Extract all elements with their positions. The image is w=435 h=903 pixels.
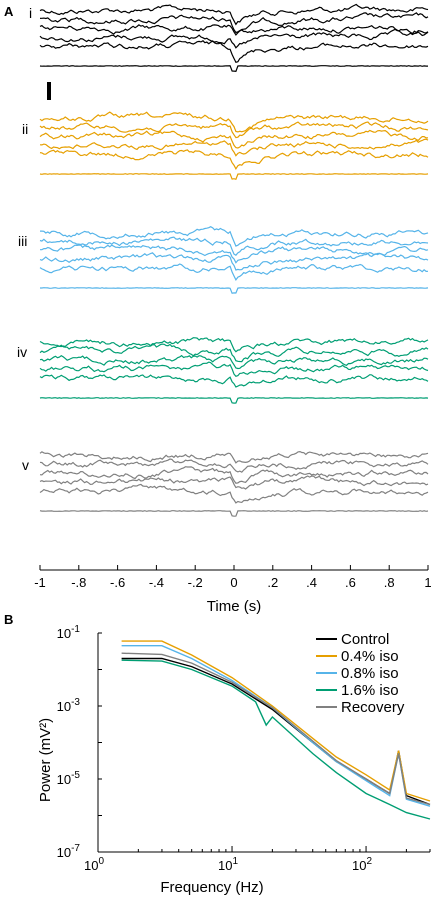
trace-group-i [39,3,429,72]
panel-a-tick-label: .2 [267,575,278,590]
trace-iii-1 [40,226,429,247]
scale-bar [47,82,51,100]
trace-iv-1 [39,337,429,353]
trace-group-iv [39,337,429,404]
panel-b-x-tick-label: 102 [352,856,372,873]
trace-iii-5 [39,263,429,281]
trace-group-ii [39,111,429,181]
psd-line-recovery [121,652,431,806]
avg-trace-iv [39,397,429,404]
trace-iii-2 [39,236,429,256]
trace-v-1 [39,450,429,464]
trace-ii-3 [39,129,428,149]
panel-b-x-tick-label: 100 [84,856,104,873]
trace-group-iii [39,226,429,294]
panel-b-x-tick-label: 101 [218,856,238,873]
trace-iv-4 [39,361,429,378]
panel-b-y-tick-label: 10-7 [57,843,81,860]
trace-iv-3 [39,354,429,370]
row-label-iv: iv [17,344,27,360]
trace-ii-4 [39,138,429,157]
row-label-iii: iii [18,233,27,249]
avg-trace-v [39,510,429,517]
panel-a-tick-label: .8 [384,575,395,590]
legend-label: Recovery [341,699,405,716]
trace-group-v [39,450,429,517]
trace-ii-5 [39,149,429,170]
trace-i-5 [39,40,429,64]
trace-v-3 [39,466,429,484]
panel-b-label: B [4,612,13,627]
panel-a-tick-label: .6 [345,575,356,590]
panel-a-tick-label: -.8 [71,575,86,590]
trace-iii-4 [39,252,429,271]
panel-b-y-label: Power (mV²) [37,718,54,802]
trace-iv-2 [39,343,429,363]
panel-a-tick-label: -.2 [188,575,203,590]
avg-trace-i [39,65,428,72]
panel-a-tick-label: .4 [306,575,317,590]
trace-ii-1 [39,111,429,133]
panel-a-tick-label: -.6 [110,575,125,590]
trace-i-3 [39,24,429,36]
legend-label: 0.8% iso [341,665,399,682]
trace-i-4 [39,28,429,49]
trace-iii-3 [40,244,429,264]
legend-label: 0.4% iso [341,648,399,665]
trace-i-1 [39,3,429,26]
trace-iv-5 [39,374,429,388]
panel-b-x-label: Frequency (Hz) [160,879,263,896]
panel-b-y-tick-label: 10-3 [57,697,81,714]
psd-line-1-6-iso [121,659,431,820]
trace-v-4 [39,475,429,490]
panel-a-label: A [4,4,14,19]
panel-a-x-label: Time (s) [207,598,261,615]
panel-a-tick-label: -1 [34,575,46,590]
row-label-v: v [22,457,29,473]
panel-b-y-tick-label: 10-1 [57,624,81,641]
panel-a-x-axis: -1 -.8 -.6 -.4 -.2 0 .2 .4 .6 .8 1 [34,565,432,590]
trace-i-2 [39,12,429,34]
panel-a-tick-label: 1 [424,575,431,590]
row-label-ii: ii [22,121,28,137]
avg-trace-iii [40,287,429,294]
legend-label: 1.6% iso [341,682,399,699]
trace-v-2 [39,458,429,473]
avg-trace-ii [39,173,429,181]
legend-label: Control [341,631,389,648]
trace-v-5 [39,483,429,504]
panel-b-y-tick-label: 10-5 [57,770,81,787]
row-label-i: i [29,5,32,21]
trace-ii-2 [39,121,429,139]
panel-a-tick-label: 0 [230,575,237,590]
panel-a-tick-label: -.4 [149,575,164,590]
